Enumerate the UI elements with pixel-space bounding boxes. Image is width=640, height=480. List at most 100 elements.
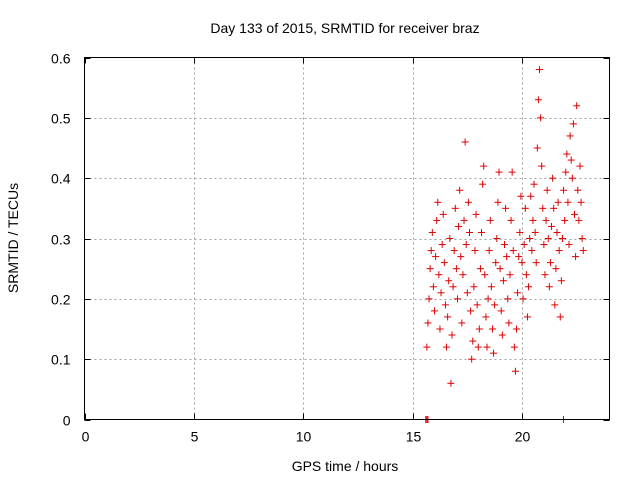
data-point <box>503 253 511 261</box>
data-point <box>499 277 507 285</box>
data-point <box>542 216 550 224</box>
data-point <box>574 186 582 194</box>
data-point <box>508 168 516 176</box>
data-point <box>552 265 560 273</box>
data-point <box>460 216 468 224</box>
data-point <box>463 289 471 297</box>
data-point <box>424 319 432 327</box>
axis-ticks <box>84 57 610 421</box>
data-point <box>487 283 495 291</box>
data-point <box>513 325 521 333</box>
chart-title: Day 133 of 2015, SRMTID for receiver bra… <box>210 20 479 36</box>
data-point <box>545 283 553 291</box>
data-point <box>474 343 482 351</box>
data-point <box>507 216 515 224</box>
data-point <box>534 96 542 104</box>
data-point <box>566 132 574 140</box>
data-point <box>462 241 470 249</box>
data-point <box>516 228 524 236</box>
data-point <box>432 253 440 261</box>
data-point <box>468 355 476 363</box>
data-point <box>459 271 467 279</box>
data-point <box>461 138 469 146</box>
data-point <box>483 343 491 351</box>
data-point <box>436 325 444 333</box>
data-point <box>554 198 562 206</box>
data-point <box>502 204 510 212</box>
y-tick-label: 0.3 <box>51 232 71 248</box>
data-point <box>556 313 564 321</box>
data-point <box>445 277 453 285</box>
data-point <box>573 102 581 110</box>
data-point <box>538 162 546 170</box>
data-point <box>451 204 459 212</box>
data-point <box>491 301 499 309</box>
x-tick-labels: 0 5 10 15 20 <box>82 429 531 445</box>
data-point <box>511 367 519 375</box>
data-point <box>429 283 437 291</box>
data-point <box>481 271 489 279</box>
data-point <box>498 331 506 339</box>
data-point <box>560 186 568 194</box>
data-point <box>555 247 563 255</box>
data-point <box>520 241 528 249</box>
data-point <box>427 247 435 255</box>
data-point <box>525 283 533 291</box>
x-tick-label: 5 <box>191 429 199 445</box>
data-point <box>476 265 484 273</box>
data-point <box>469 337 477 345</box>
data-point <box>505 319 513 327</box>
x-tick-label: 15 <box>406 429 422 445</box>
data-point <box>548 222 556 230</box>
data-point <box>440 259 448 267</box>
data-point <box>497 307 505 315</box>
y-tick-label: 0.1 <box>51 352 71 368</box>
data-point <box>435 271 443 279</box>
data-point <box>506 271 514 279</box>
data-point <box>501 241 508 249</box>
data-point <box>446 235 454 242</box>
data-point <box>444 313 452 321</box>
data-point <box>450 247 458 255</box>
y-tick-label: 0.6 <box>51 51 71 67</box>
data-point <box>472 210 480 218</box>
data-point <box>478 228 486 236</box>
data-point <box>480 162 488 170</box>
data-point <box>553 228 561 236</box>
data-point <box>532 259 540 267</box>
data-point <box>543 186 551 194</box>
data-point <box>434 198 442 206</box>
data-point <box>495 168 503 176</box>
data-point <box>448 331 456 339</box>
data-point <box>519 295 527 303</box>
data-point <box>540 241 548 249</box>
data-point <box>561 216 569 224</box>
data-point <box>569 120 577 128</box>
data-point <box>522 271 530 279</box>
data-point <box>523 313 531 321</box>
data-point <box>557 277 565 285</box>
data-point <box>471 247 479 255</box>
data-point <box>550 204 558 212</box>
data-point <box>493 235 501 242</box>
data-point <box>488 325 496 333</box>
data-point <box>515 253 523 261</box>
data-point <box>533 144 541 152</box>
data-point <box>578 235 586 242</box>
y-tick-label: 0.5 <box>51 111 71 127</box>
data-point <box>531 228 539 236</box>
data-point <box>456 186 464 194</box>
data-point <box>576 162 584 170</box>
data-point <box>517 192 525 200</box>
data-point <box>453 295 461 303</box>
data-point <box>530 180 538 188</box>
data-point <box>423 343 431 351</box>
data-point <box>482 313 490 321</box>
data-point <box>486 216 494 224</box>
data-point <box>509 247 517 255</box>
data-point <box>546 259 554 267</box>
data-point <box>541 271 549 279</box>
data-point <box>464 198 472 206</box>
data-point <box>479 180 487 188</box>
